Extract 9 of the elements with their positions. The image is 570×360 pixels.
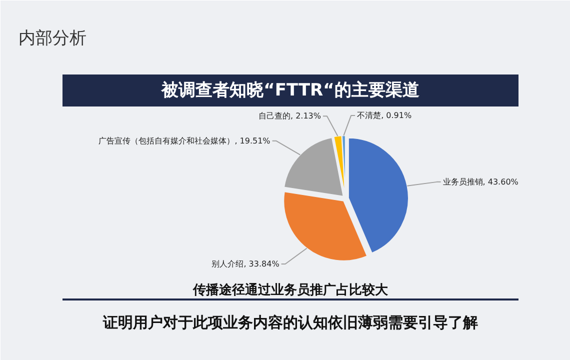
slice-label: 广告宣传（包括自有媒介和社会媒体）, 19.51%	[98, 136, 271, 146]
slice-label: 不清楚, 0.91%	[357, 111, 412, 120]
text: 传播途径通过业务员推广占比较大	[192, 282, 389, 298]
slice-label: 别人介绍, 33.84%	[212, 260, 280, 268]
text: 证明用户对于此项业务内容的认知依旧薄弱需要引导了解	[102, 314, 478, 332]
chart-title: 被调查者知晓“FTTR“的主要渠道	[160, 80, 420, 100]
slice-label: 自己查的, 2.13%	[258, 112, 322, 121]
slice-label: 业务员推销, 43.60%	[442, 177, 519, 186]
text: 内部分析	[18, 28, 86, 48]
